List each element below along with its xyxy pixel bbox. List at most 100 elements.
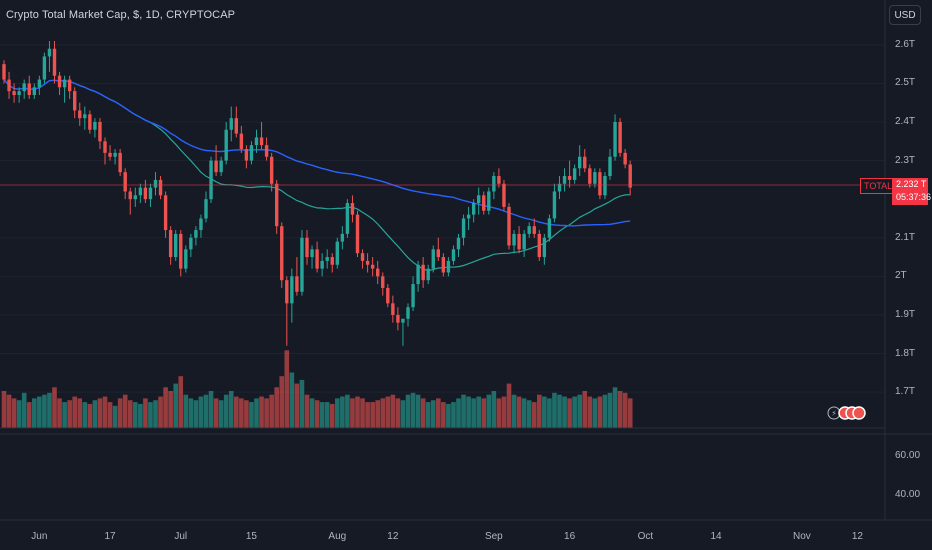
- candle-body[interactable]: [295, 276, 299, 292]
- candle-body[interactable]: [93, 122, 97, 130]
- us-flag-event-icon-3[interactable]: [852, 406, 866, 420]
- candle-body[interactable]: [360, 253, 365, 261]
- candle-body[interactable]: [103, 141, 107, 153]
- candle-body[interactable]: [613, 122, 617, 157]
- candle-body[interactable]: [325, 257, 329, 261]
- candle-body[interactable]: [618, 122, 622, 153]
- candle-body[interactable]: [507, 206, 511, 246]
- candle-body[interactable]: [492, 176, 496, 192]
- candle-body[interactable]: [335, 241, 339, 265]
- candle-body[interactable]: [123, 172, 127, 192]
- candle-body[interactable]: [512, 233, 516, 246]
- candle-body[interactable]: [461, 218, 466, 238]
- candle-body[interactable]: [340, 233, 345, 242]
- candle-body[interactable]: [88, 114, 92, 130]
- candle-body[interactable]: [300, 237, 304, 292]
- candle-body[interactable]: [269, 156, 274, 184]
- candle-body[interactable]: [280, 226, 284, 281]
- candle-body[interactable]: [628, 164, 632, 188]
- chart-title[interactable]: Crypto Total Market Cap, $, 1D, CRYPTOCA…: [6, 9, 236, 21]
- candle-body[interactable]: [239, 133, 244, 150]
- candle-body[interactable]: [482, 195, 486, 211]
- candle-body[interactable]: [406, 307, 410, 319]
- candle-body[interactable]: [350, 203, 355, 215]
- candle-body[interactable]: [7, 79, 11, 92]
- candle-body[interactable]: [133, 195, 137, 200]
- candle-body[interactable]: [370, 264, 375, 269]
- event-markers[interactable]: ⚡: [827, 406, 866, 420]
- candle-body[interactable]: [163, 195, 168, 231]
- candle-body[interactable]: [78, 110, 82, 119]
- candle-body[interactable]: [436, 249, 440, 258]
- candle-body[interactable]: [199, 218, 203, 231]
- candle-body[interactable]: [67, 79, 72, 92]
- candle-body[interactable]: [310, 249, 314, 258]
- candle-body[interactable]: [578, 156, 582, 169]
- candle-body[interactable]: [234, 118, 238, 134]
- candle-body[interactable]: [552, 191, 557, 219]
- candle-body[interactable]: [194, 230, 198, 238]
- candle-body[interactable]: [588, 168, 592, 184]
- candle-body[interactable]: [143, 187, 148, 200]
- candle-body[interactable]: [567, 176, 572, 180]
- candle-body[interactable]: [138, 187, 143, 196]
- candle-body[interactable]: [542, 237, 547, 258]
- candle-body[interactable]: [391, 303, 395, 315]
- candle-body[interactable]: [12, 91, 16, 96]
- candle-body[interactable]: [153, 179, 158, 188]
- candle-body[interactable]: [537, 233, 541, 258]
- candle-body[interactable]: [22, 83, 26, 92]
- candle-body[interactable]: [608, 156, 612, 177]
- candle-body[interactable]: [249, 145, 254, 161]
- candle-body[interactable]: [275, 183, 279, 227]
- candle-body[interactable]: [431, 249, 435, 269]
- candle-body[interactable]: [416, 264, 420, 285]
- candle-body[interactable]: [583, 156, 587, 169]
- candle-body[interactable]: [17, 91, 21, 96]
- candle-body[interactable]: [441, 257, 446, 273]
- candle-body[interactable]: [259, 137, 264, 146]
- candle-body[interactable]: [189, 237, 193, 250]
- candle-body[interactable]: [204, 199, 208, 219]
- candle-body[interactable]: [330, 257, 334, 265]
- candle-body[interactable]: [224, 129, 228, 161]
- candle-body[interactable]: [315, 249, 319, 269]
- candle-body[interactable]: [502, 183, 506, 207]
- candle-body[interactable]: [219, 160, 223, 173]
- candle-body[interactable]: [547, 218, 552, 238]
- candle-body[interactable]: [128, 191, 132, 200]
- candle-body[interactable]: [118, 152, 122, 173]
- candle-body[interactable]: [345, 203, 350, 234]
- candle-body[interactable]: [532, 226, 536, 234]
- candle-body[interactable]: [2, 64, 6, 80]
- candle-body[interactable]: [527, 226, 531, 234]
- candle-body[interactable]: [108, 152, 112, 157]
- candle-body[interactable]: [603, 176, 607, 196]
- candle-body[interactable]: [285, 280, 289, 304]
- candle-body[interactable]: [52, 48, 57, 76]
- candle-body[interactable]: [98, 122, 102, 142]
- candle-body[interactable]: [83, 114, 87, 119]
- candle-body[interactable]: [557, 183, 562, 192]
- candle-body[interactable]: [290, 276, 294, 304]
- candle-body[interactable]: [376, 268, 380, 277]
- candle-body[interactable]: [477, 195, 481, 204]
- candle-body[interactable]: [37, 79, 42, 88]
- candle-body[interactable]: [517, 233, 521, 250]
- candle-body[interactable]: [623, 152, 627, 165]
- candle-body[interactable]: [168, 230, 173, 258]
- candle-body[interactable]: [446, 260, 451, 273]
- candle-body[interactable]: [174, 233, 178, 258]
- candle-body[interactable]: [466, 214, 471, 219]
- candle-body[interactable]: [451, 249, 456, 261]
- candle-body[interactable]: [355, 214, 360, 254]
- candle-body[interactable]: [598, 172, 602, 196]
- candle-body[interactable]: [47, 48, 52, 57]
- candle-body[interactable]: [73, 91, 77, 111]
- candle-body[interactable]: [572, 168, 577, 180]
- candle-body[interactable]: [386, 287, 390, 304]
- candle-body[interactable]: [411, 284, 415, 308]
- candle-body[interactable]: [426, 268, 430, 281]
